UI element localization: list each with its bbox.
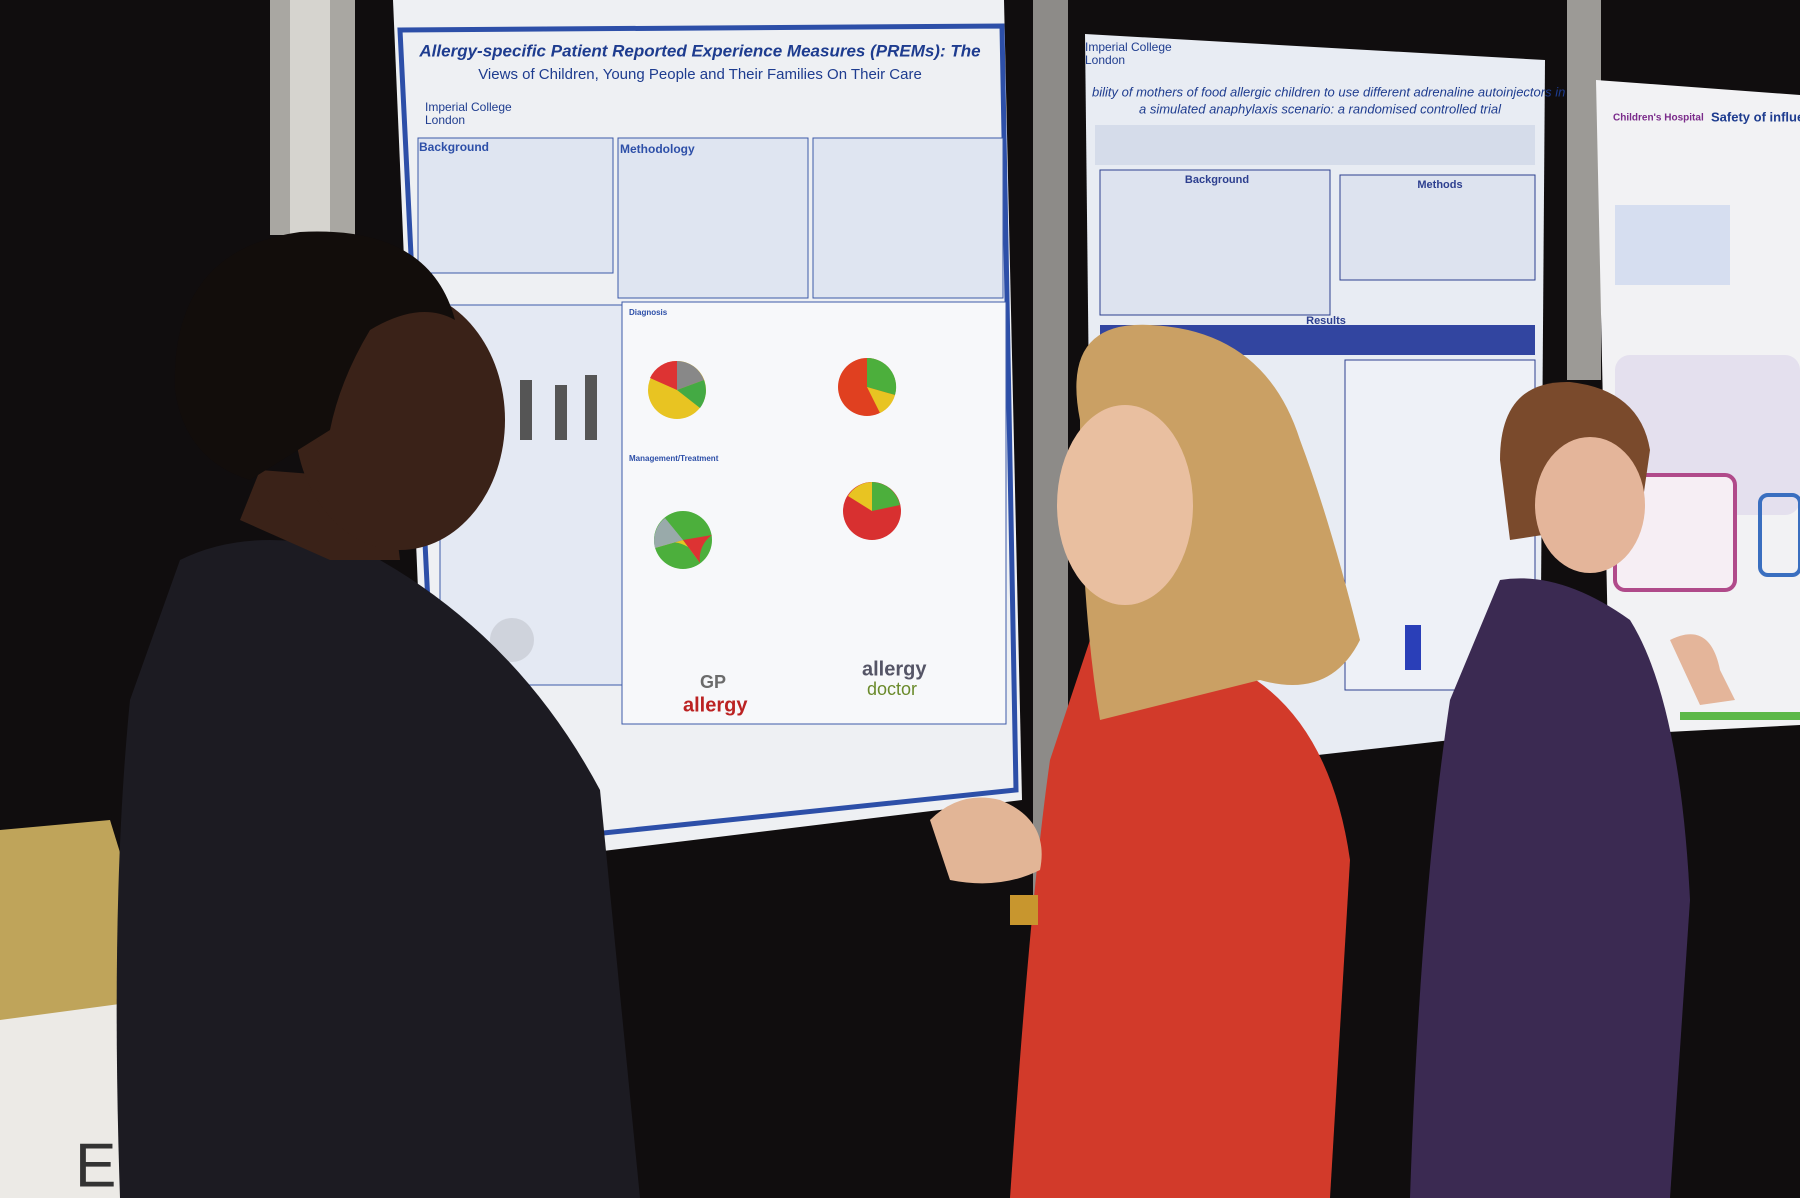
institution: London (425, 113, 465, 127)
word-cloud-word: allergy (862, 658, 927, 680)
dress (1010, 634, 1350, 1198)
stripe (1680, 712, 1800, 720)
person-left (116, 231, 640, 1198)
bar (555, 385, 567, 440)
poster-title: Safety of influenza (1711, 109, 1800, 124)
section-heading: Diagnosis (629, 308, 668, 317)
pole (1567, 0, 1601, 380)
hair (174, 231, 455, 480)
word-cloud-word: doctor (867, 679, 917, 699)
person-center (930, 324, 1360, 1198)
institution: Imperial College (1085, 40, 1172, 54)
face (1057, 405, 1193, 605)
pie (843, 482, 901, 540)
section-heading: Management/Treatment (629, 454, 719, 463)
poster-middle: Imperial College London bility of mother… (1085, 34, 1565, 780)
panel (1758, 493, 1800, 577)
poster-border (397, 23, 1019, 853)
pie (654, 511, 712, 569)
word-cloud-word: GP (700, 672, 726, 692)
panel (812, 137, 1004, 299)
bar (520, 380, 532, 440)
watch (1010, 895, 1038, 925)
section-heading: Background (419, 140, 489, 154)
section-heading: Results (1306, 315, 1346, 327)
section-heading: Methods (1417, 179, 1462, 191)
institution: London (1085, 53, 1125, 67)
word-cloud-word: allergy (683, 694, 748, 716)
pie (838, 357, 897, 416)
poster-title: Views of Children, Young People and Thei… (478, 66, 922, 83)
institution: Children's Hospital (1613, 113, 1704, 124)
pole-highlight (290, 0, 330, 235)
bar (585, 375, 597, 440)
section-heading: Background (1185, 174, 1249, 186)
pie (490, 618, 534, 662)
panel (1615, 205, 1730, 285)
poster-title: bility of mothers of food allergic child… (1092, 84, 1565, 99)
dress (1410, 578, 1690, 1198)
panel (1095, 125, 1535, 165)
person-right (1410, 381, 1735, 1198)
section-heading: Methodology (620, 142, 695, 156)
panel (1339, 174, 1536, 281)
jacket (116, 540, 640, 1198)
pie (648, 360, 706, 419)
poster-title: Allergy-specific Patient Reported Experi… (418, 41, 980, 60)
poster-left: Allergy-specific Patient Reported Experi… (393, 0, 1022, 872)
hand (1670, 634, 1735, 705)
panel (1099, 169, 1331, 316)
hands (930, 797, 1042, 884)
bar (1405, 625, 1421, 670)
panel (617, 137, 809, 299)
poster-right: Children's Hospital Safety of influenza (1596, 80, 1800, 735)
institution: Imperial College (425, 100, 512, 114)
face (1535, 437, 1645, 573)
panel (417, 137, 614, 274)
poster-title: a simulated anaphylaxis scenario: a rand… (1139, 101, 1502, 116)
